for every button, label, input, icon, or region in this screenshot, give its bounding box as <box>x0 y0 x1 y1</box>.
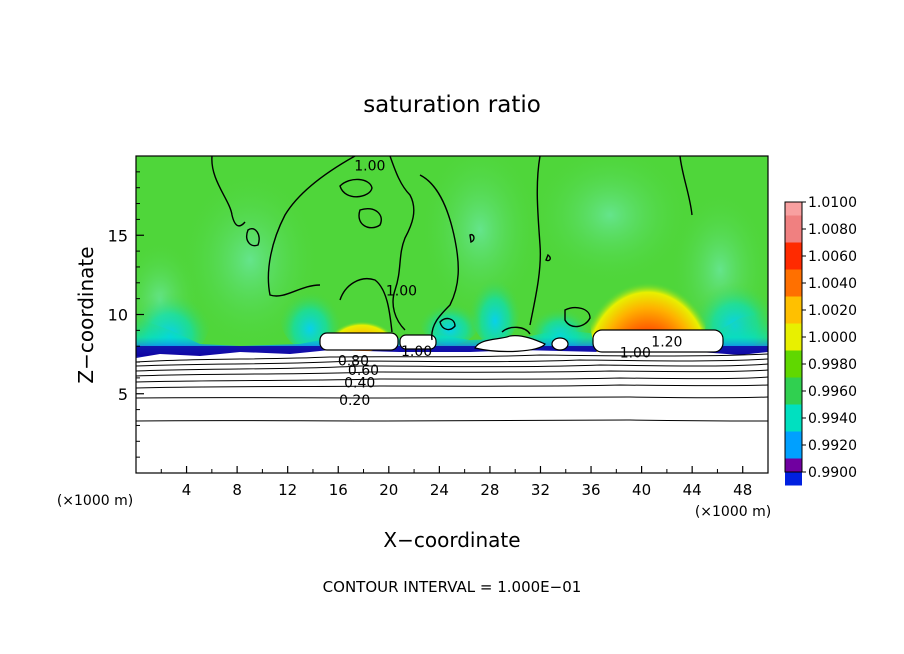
field-dark-base <box>136 346 768 356</box>
colorbar-tick-label: 1.0020 <box>808 303 857 319</box>
y-tick-label: 5 <box>118 385 128 404</box>
colorbar-swatch <box>785 323 802 351</box>
colorbar-tick-label: 0.9940 <box>808 411 857 427</box>
contour-label: 1.00 <box>401 344 432 360</box>
contour-label: 1.00 <box>386 284 417 300</box>
colorbar-tick-label: 1.0100 <box>808 195 857 211</box>
x-tick-label: 4 <box>182 481 192 499</box>
colorbar-swatch <box>785 404 802 432</box>
colorbar-tick-label: 1.0080 <box>808 222 857 238</box>
x-tick-label: 24 <box>430 481 449 499</box>
x-unit-right: (×1000 m) <box>695 504 771 520</box>
colorbar-tick-label: 0.9960 <box>808 384 857 400</box>
colorbar-swatch <box>785 458 802 472</box>
x-tick-label: 12 <box>278 481 297 499</box>
contour-interval-note: CONTOUR INTERVAL = 1.000E−01 <box>323 578 582 596</box>
y-axis-label: Z−coordinate <box>74 246 98 383</box>
contour-label: 1.00 <box>354 159 385 175</box>
contour-label: 1.20 <box>651 334 682 350</box>
colorbar-tick-label: 0.9920 <box>808 438 857 454</box>
colorbar-swatch <box>785 202 802 216</box>
colorbar-swatch <box>785 242 802 270</box>
x-tick-label: 44 <box>683 481 702 499</box>
field-below-base <box>136 350 768 473</box>
x-tick-label: 20 <box>379 481 398 499</box>
colorbar-tick-label: 0.9980 <box>808 357 857 373</box>
contours-low-levels <box>136 353 768 422</box>
contour-label: 0.20 <box>339 393 370 409</box>
colorbar-swatch <box>785 431 802 459</box>
colorbar-tick-label: 0.9900 <box>808 465 857 481</box>
cloud-blobs <box>319 329 724 353</box>
contour-labels: 1.001.001.001.201.000.800.600.400.20 <box>338 159 683 410</box>
x-tick-label: 28 <box>480 481 499 499</box>
y-tick-label: 10 <box>108 306 128 325</box>
x-tick-label: 32 <box>531 481 550 499</box>
plot-area <box>136 156 768 473</box>
contour-label: 0.80 <box>338 353 369 369</box>
x-axis-ticks: 4 8 12 16 20 24 28 32 36 40 44 48 <box>160 466 752 499</box>
colorbar-swatch <box>785 269 802 297</box>
colorbar-tick-label: 1.0060 <box>808 249 857 265</box>
x-tick-label: 48 <box>733 481 752 499</box>
contour-label: 0.60 <box>348 363 379 379</box>
colorbar-tick-label: 1.0040 <box>808 276 857 292</box>
colorbar-swatch <box>785 377 802 405</box>
colorbar: 1.0100 1.0080 1.0060 1.0040 1.0020 1.0000 0.99… <box>784 195 857 486</box>
contour-label: 1.00 <box>620 346 651 362</box>
x-tick-label: 8 <box>232 481 242 499</box>
colorbar-swatch <box>785 296 802 324</box>
colorbar-tick-label: 1.0000 <box>808 330 857 346</box>
x-tick-label: 16 <box>329 481 348 499</box>
x-tick-label: 40 <box>632 481 651 499</box>
x-axis-label: X−coordinate <box>383 528 520 552</box>
x-unit-left: (×1000 m) <box>57 493 133 509</box>
colorbar-swatch <box>785 350 802 378</box>
y-axis-ticks: 5 10 15 <box>108 171 144 458</box>
contours-1-00 <box>211 156 693 341</box>
colorbar-swatch <box>785 215 802 243</box>
contour-label: 0.40 <box>344 376 375 392</box>
chart-title: saturation ratio <box>363 92 541 118</box>
x-tick-label: 36 <box>581 481 600 499</box>
y-tick-label: 15 <box>108 226 128 245</box>
